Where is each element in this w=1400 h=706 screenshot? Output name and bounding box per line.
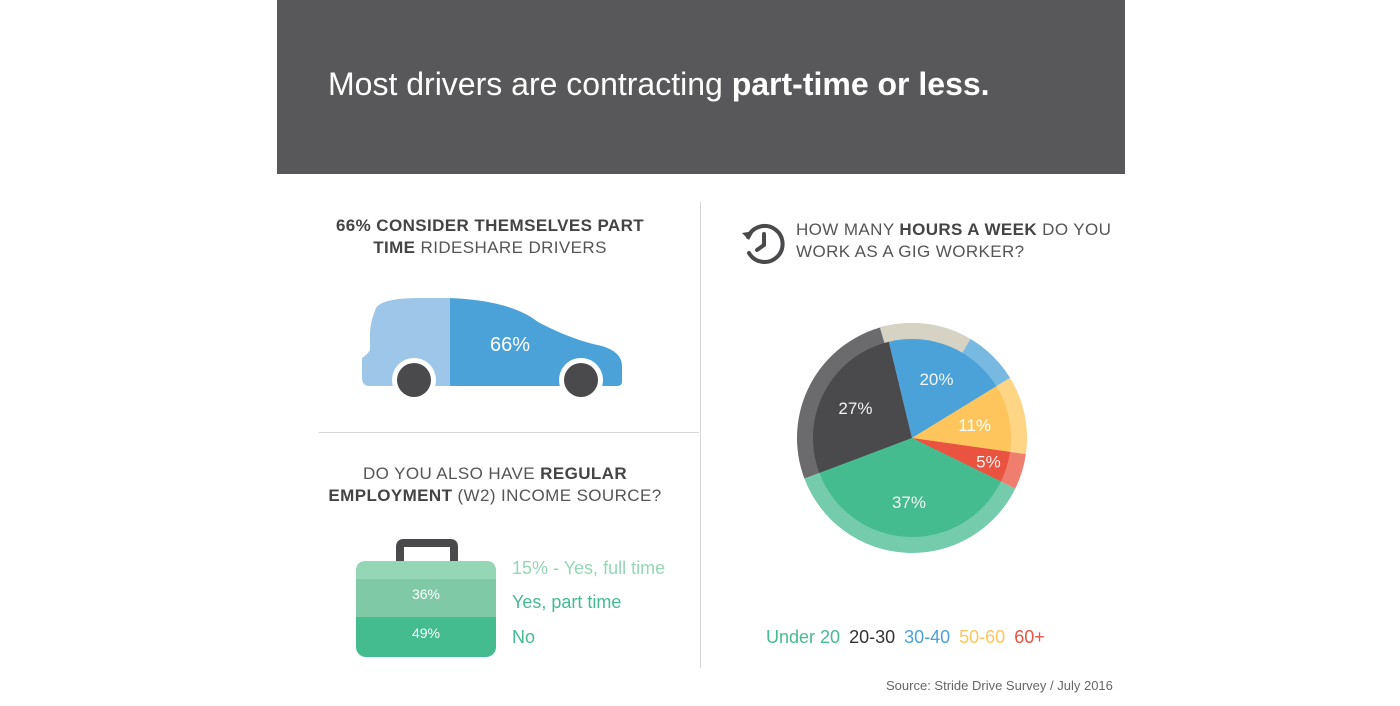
pie-label-20-30: 27% xyxy=(838,399,872,418)
briefcase-value-part-time: 36% xyxy=(412,586,440,602)
pie-label-60-: 5% xyxy=(976,453,1001,472)
hours-heading-regular1: HOW MANY xyxy=(796,220,900,239)
hours-heading: HOW MANY HOURS A WEEK DO YOU WORK AS A G… xyxy=(796,219,1116,263)
pie-label-50-60: 11% xyxy=(958,416,991,435)
pie-label-under-20: 37% xyxy=(892,493,926,512)
legend-item-under-20: Under 20 xyxy=(766,627,841,647)
vertical-divider xyxy=(700,202,701,668)
car-percent-label: 66% xyxy=(490,334,530,356)
title-bold: part-time or less. xyxy=(731,66,990,102)
legend-item-50-60: 50-60 xyxy=(959,627,1006,647)
employment-heading: DO YOU ALSO HAVE REGULAR EMPLOYMENT (W2)… xyxy=(310,463,680,507)
pie-slice-20-30 xyxy=(813,341,912,474)
employment-heading-regular1: DO YOU ALSO HAVE xyxy=(362,464,541,483)
pie-slice-60- xyxy=(912,438,1011,482)
pie-slice-50-60 xyxy=(912,386,1011,452)
car-icon: 66% xyxy=(362,298,622,402)
source-note: Source: Stride Drive Survey / July 2016 xyxy=(886,678,1113,693)
pie-label-30-40: 20% xyxy=(919,370,953,389)
title-regular: Most drivers are contracting xyxy=(328,66,732,102)
pie-slice-under-20 xyxy=(819,438,1001,537)
hours-pie-chart: 27% 20% 11% 5% 37% xyxy=(797,323,1027,553)
pie-legend: Under 20 20-30 30-40 50-60 60+ xyxy=(766,627,1054,648)
employment-legend-no: No xyxy=(512,627,536,647)
header-banner: Most drivers are contracting part-time o… xyxy=(277,0,1125,174)
horizontal-divider xyxy=(319,432,699,433)
clock-history-icon xyxy=(742,224,785,264)
employment-legend-part-time: Yes, part time xyxy=(512,592,622,612)
pie-slice-30-40 xyxy=(888,339,997,438)
part-time-heading-bold: 66% CONSIDER THEMSELVES PART TIME xyxy=(335,216,645,257)
part-time-heading-regular: RIDESHARE DRIVERS xyxy=(415,238,607,257)
employment-heading-bold: REGULAR EMPLOYMENT xyxy=(328,464,628,505)
hours-heading-bold: HOURS A WEEK xyxy=(899,220,1038,239)
full-time-note: 15% - Yes, full time xyxy=(512,558,666,578)
part-time-heading: 66% CONSIDER THEMSELVES PART TIME RIDESH… xyxy=(320,215,660,259)
briefcase-value-no: 49% xyxy=(412,625,440,641)
hours-heading-regular2: DO YOU WORK AS A GIG WORKER? xyxy=(796,220,1112,261)
briefcase-icon: 36% 49% xyxy=(356,539,496,657)
legend-item-60-: 60+ xyxy=(1014,627,1045,647)
legend-item-20-30: 20-30 xyxy=(849,627,896,647)
page-title: Most drivers are contracting part-time o… xyxy=(328,66,990,103)
legend-item-30-40: 30-40 xyxy=(904,627,951,647)
car-wheel xyxy=(564,363,598,397)
employment-heading-regular2: (W2) INCOME SOURCE? xyxy=(452,486,662,505)
car-wheel xyxy=(397,363,431,397)
briefcase-part-time-band xyxy=(356,579,496,617)
